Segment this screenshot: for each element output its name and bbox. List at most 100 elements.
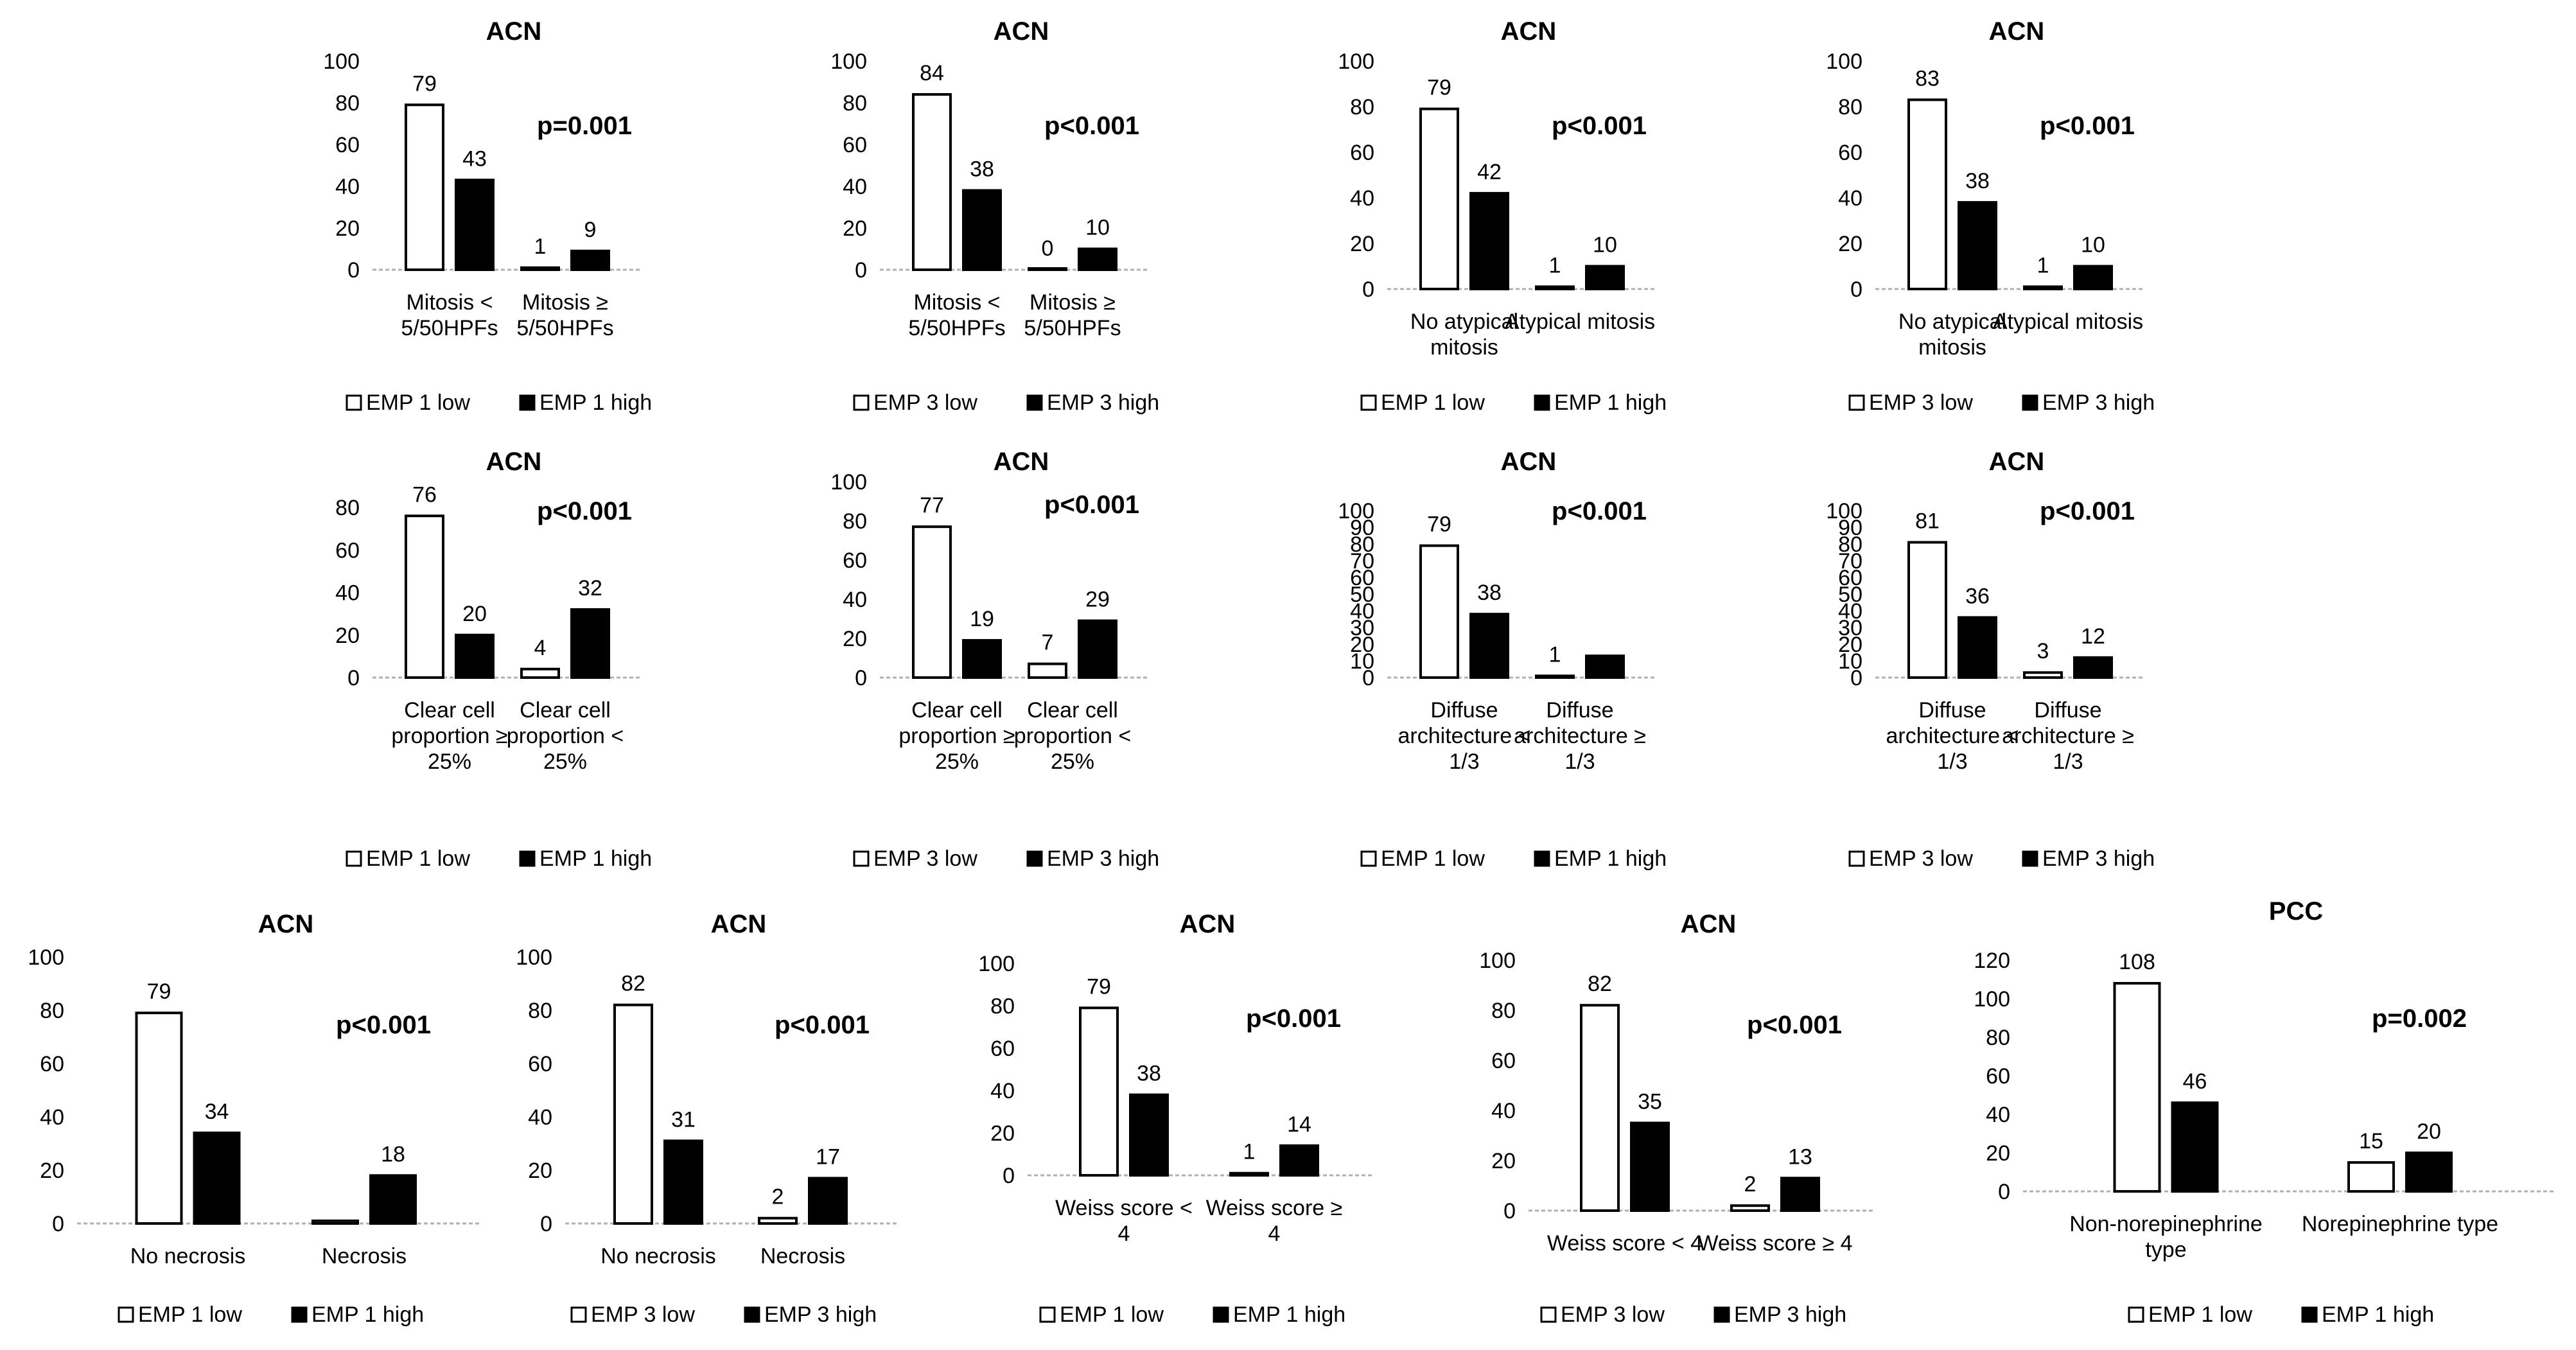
data-label: 38	[1477, 581, 1502, 605]
category-label: architecture <	[1886, 724, 2019, 748]
bar-high-1	[1958, 201, 1997, 290]
bar-high-1	[1630, 1121, 1670, 1212]
y-tick-label: 80	[528, 999, 552, 1023]
y-tick-label: 60	[335, 133, 360, 157]
category-label: Weiss score ≥ 4	[1698, 1231, 1853, 1256]
y-tick-label: 20	[843, 627, 867, 651]
legend-label: EMP 1 low	[366, 846, 470, 871]
bar-high-2	[1585, 265, 1625, 290]
data-label: 35	[1638, 1090, 1662, 1114]
y-tick-label: 100	[28, 945, 64, 970]
y-tick-label: 90	[1838, 516, 1862, 540]
legend-label: EMP 1 high	[1554, 846, 1667, 871]
legend-label: EMP 1 low	[1381, 846, 1485, 871]
y-tick-label: 100	[830, 470, 867, 495]
legend-swatch	[1848, 850, 1865, 867]
data-label: 10	[1593, 233, 1617, 258]
category-label: architecture <	[1398, 724, 1531, 748]
y-tick-label: 20	[1350, 232, 1374, 256]
y-tick-label: 20	[1986, 1141, 2010, 1166]
data-label: 15	[2359, 1129, 2383, 1153]
y-tick-label: 100	[830, 49, 867, 74]
legend-label: EMP 1 low	[366, 390, 470, 415]
legend-label: EMP 1 high	[2322, 1302, 2434, 1327]
bar-high-1	[2171, 1101, 2219, 1193]
y-tick-label: 30	[1350, 616, 1374, 640]
legend-label: EMP 3 high	[2042, 390, 2155, 415]
y-tick-label: 70	[1350, 549, 1374, 574]
y-tick-label: 60	[1350, 141, 1374, 165]
data-label: 3	[2037, 639, 2049, 663]
legend-label: EMP 3 low	[873, 390, 977, 415]
p-value-label: p<0.001	[2040, 497, 2135, 525]
chart-title: ACN	[1501, 17, 1557, 46]
data-label: 79	[1087, 974, 1111, 999]
data-label: 20	[462, 602, 487, 626]
category-label: 1/3	[2053, 750, 2083, 774]
legend-label: EMP 1 high	[539, 390, 652, 415]
y-tick-label: 100	[1826, 499, 1862, 523]
p-value-label: p<0.001	[537, 497, 632, 525]
data-label: 32	[578, 576, 602, 600]
legend-swatch	[1540, 1306, 1557, 1323]
data-label: 31	[671, 1107, 696, 1132]
data-label: 1	[534, 234, 547, 259]
legend-swatch	[1360, 850, 1377, 867]
legend-label: EMP 3 high	[1047, 846, 1159, 871]
data-label: 108	[2119, 950, 2155, 974]
y-tick-label: 0	[347, 666, 360, 690]
y-tick-label: 0	[52, 1212, 64, 1236]
y-tick-label: 100	[323, 49, 360, 74]
y-tick-label: 100	[1338, 499, 1374, 523]
legend-label: EMP 1 high	[311, 1302, 424, 1327]
category-label: 25%	[1051, 750, 1094, 774]
legend-swatch	[2301, 1306, 2318, 1323]
bar-low-2	[1229, 1171, 1269, 1177]
legend-label: EMP 3 low	[1869, 846, 1973, 871]
bar-low-2	[520, 667, 560, 679]
y-tick-label: 80	[1838, 532, 1862, 557]
category-label: No necrosis	[130, 1244, 246, 1268]
legend-swatch	[853, 394, 870, 411]
data-label: 12	[2081, 624, 2105, 649]
bar-low-1	[1079, 1006, 1119, 1177]
category-label: mitosis	[1430, 335, 1498, 360]
p-value-label: p<0.001	[1044, 112, 1139, 140]
legend-label: EMP 3 high	[1047, 390, 1159, 415]
y-tick-label: 80	[1350, 532, 1374, 557]
category-label: 1/3	[1449, 750, 1479, 774]
data-label: 1	[1549, 642, 1561, 667]
bar-low-2	[1028, 662, 1067, 679]
y-tick-label: 20	[335, 216, 360, 241]
category-label: Atypical mitosis	[1505, 310, 1655, 334]
category-label: 1/3	[1937, 750, 1967, 774]
bar-high-1	[1129, 1093, 1169, 1177]
category-label: mitosis	[1918, 335, 1986, 360]
bar-low-1	[1907, 541, 1947, 679]
bar-high-2	[2405, 1152, 2453, 1193]
category-label: 4	[1118, 1222, 1130, 1246]
category-label: No necrosis	[600, 1244, 716, 1268]
bar-high-1	[1469, 191, 1509, 290]
category-label: No atypical	[1898, 310, 2006, 334]
chart-title: ACN	[711, 910, 767, 938]
data-label: 7	[1042, 631, 1054, 655]
data-label: 76	[412, 482, 437, 507]
bar-low-2	[311, 1219, 359, 1225]
data-label: 82	[1588, 972, 1612, 996]
bar-low-1	[405, 514, 444, 679]
y-tick-label: 80	[843, 509, 867, 534]
y-tick-label: 20	[1491, 1149, 1516, 1173]
y-tick-label: 0	[855, 258, 867, 283]
category-label: proportion ≥	[898, 724, 1015, 748]
data-label: 79	[412, 71, 437, 96]
category-label: Atypical mitosis	[1993, 310, 2143, 334]
p-value-label: p<0.001	[1552, 112, 1647, 140]
category-label: Diffuse	[1430, 698, 1498, 723]
bar-low-2	[2023, 671, 2063, 679]
legend-label: EMP 1 low	[2148, 1302, 2252, 1327]
